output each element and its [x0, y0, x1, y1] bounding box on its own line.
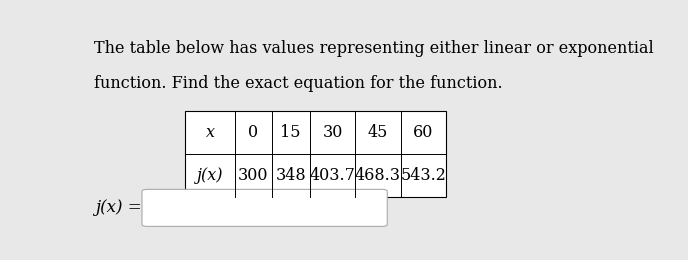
- FancyBboxPatch shape: [142, 189, 387, 226]
- Text: 300: 300: [238, 167, 269, 184]
- Text: j(x): j(x): [197, 167, 223, 184]
- Text: 403.7: 403.7: [310, 167, 356, 184]
- Text: 348: 348: [275, 167, 306, 184]
- Bar: [184, 111, 446, 197]
- Text: 45: 45: [368, 124, 388, 141]
- Text: 0: 0: [248, 124, 259, 141]
- Text: function. Find the exact equation for the function.: function. Find the exact equation for th…: [94, 75, 503, 92]
- Text: j(x) =: j(x) =: [96, 199, 142, 216]
- Text: 468.3: 468.3: [355, 167, 401, 184]
- Text: 15: 15: [281, 124, 301, 141]
- Text: 60: 60: [413, 124, 433, 141]
- Text: The table below has values representing either linear or exponential: The table below has values representing …: [94, 40, 654, 57]
- Text: 30: 30: [323, 124, 343, 141]
- Text: x: x: [206, 124, 215, 141]
- Text: 543.2: 543.2: [400, 167, 447, 184]
